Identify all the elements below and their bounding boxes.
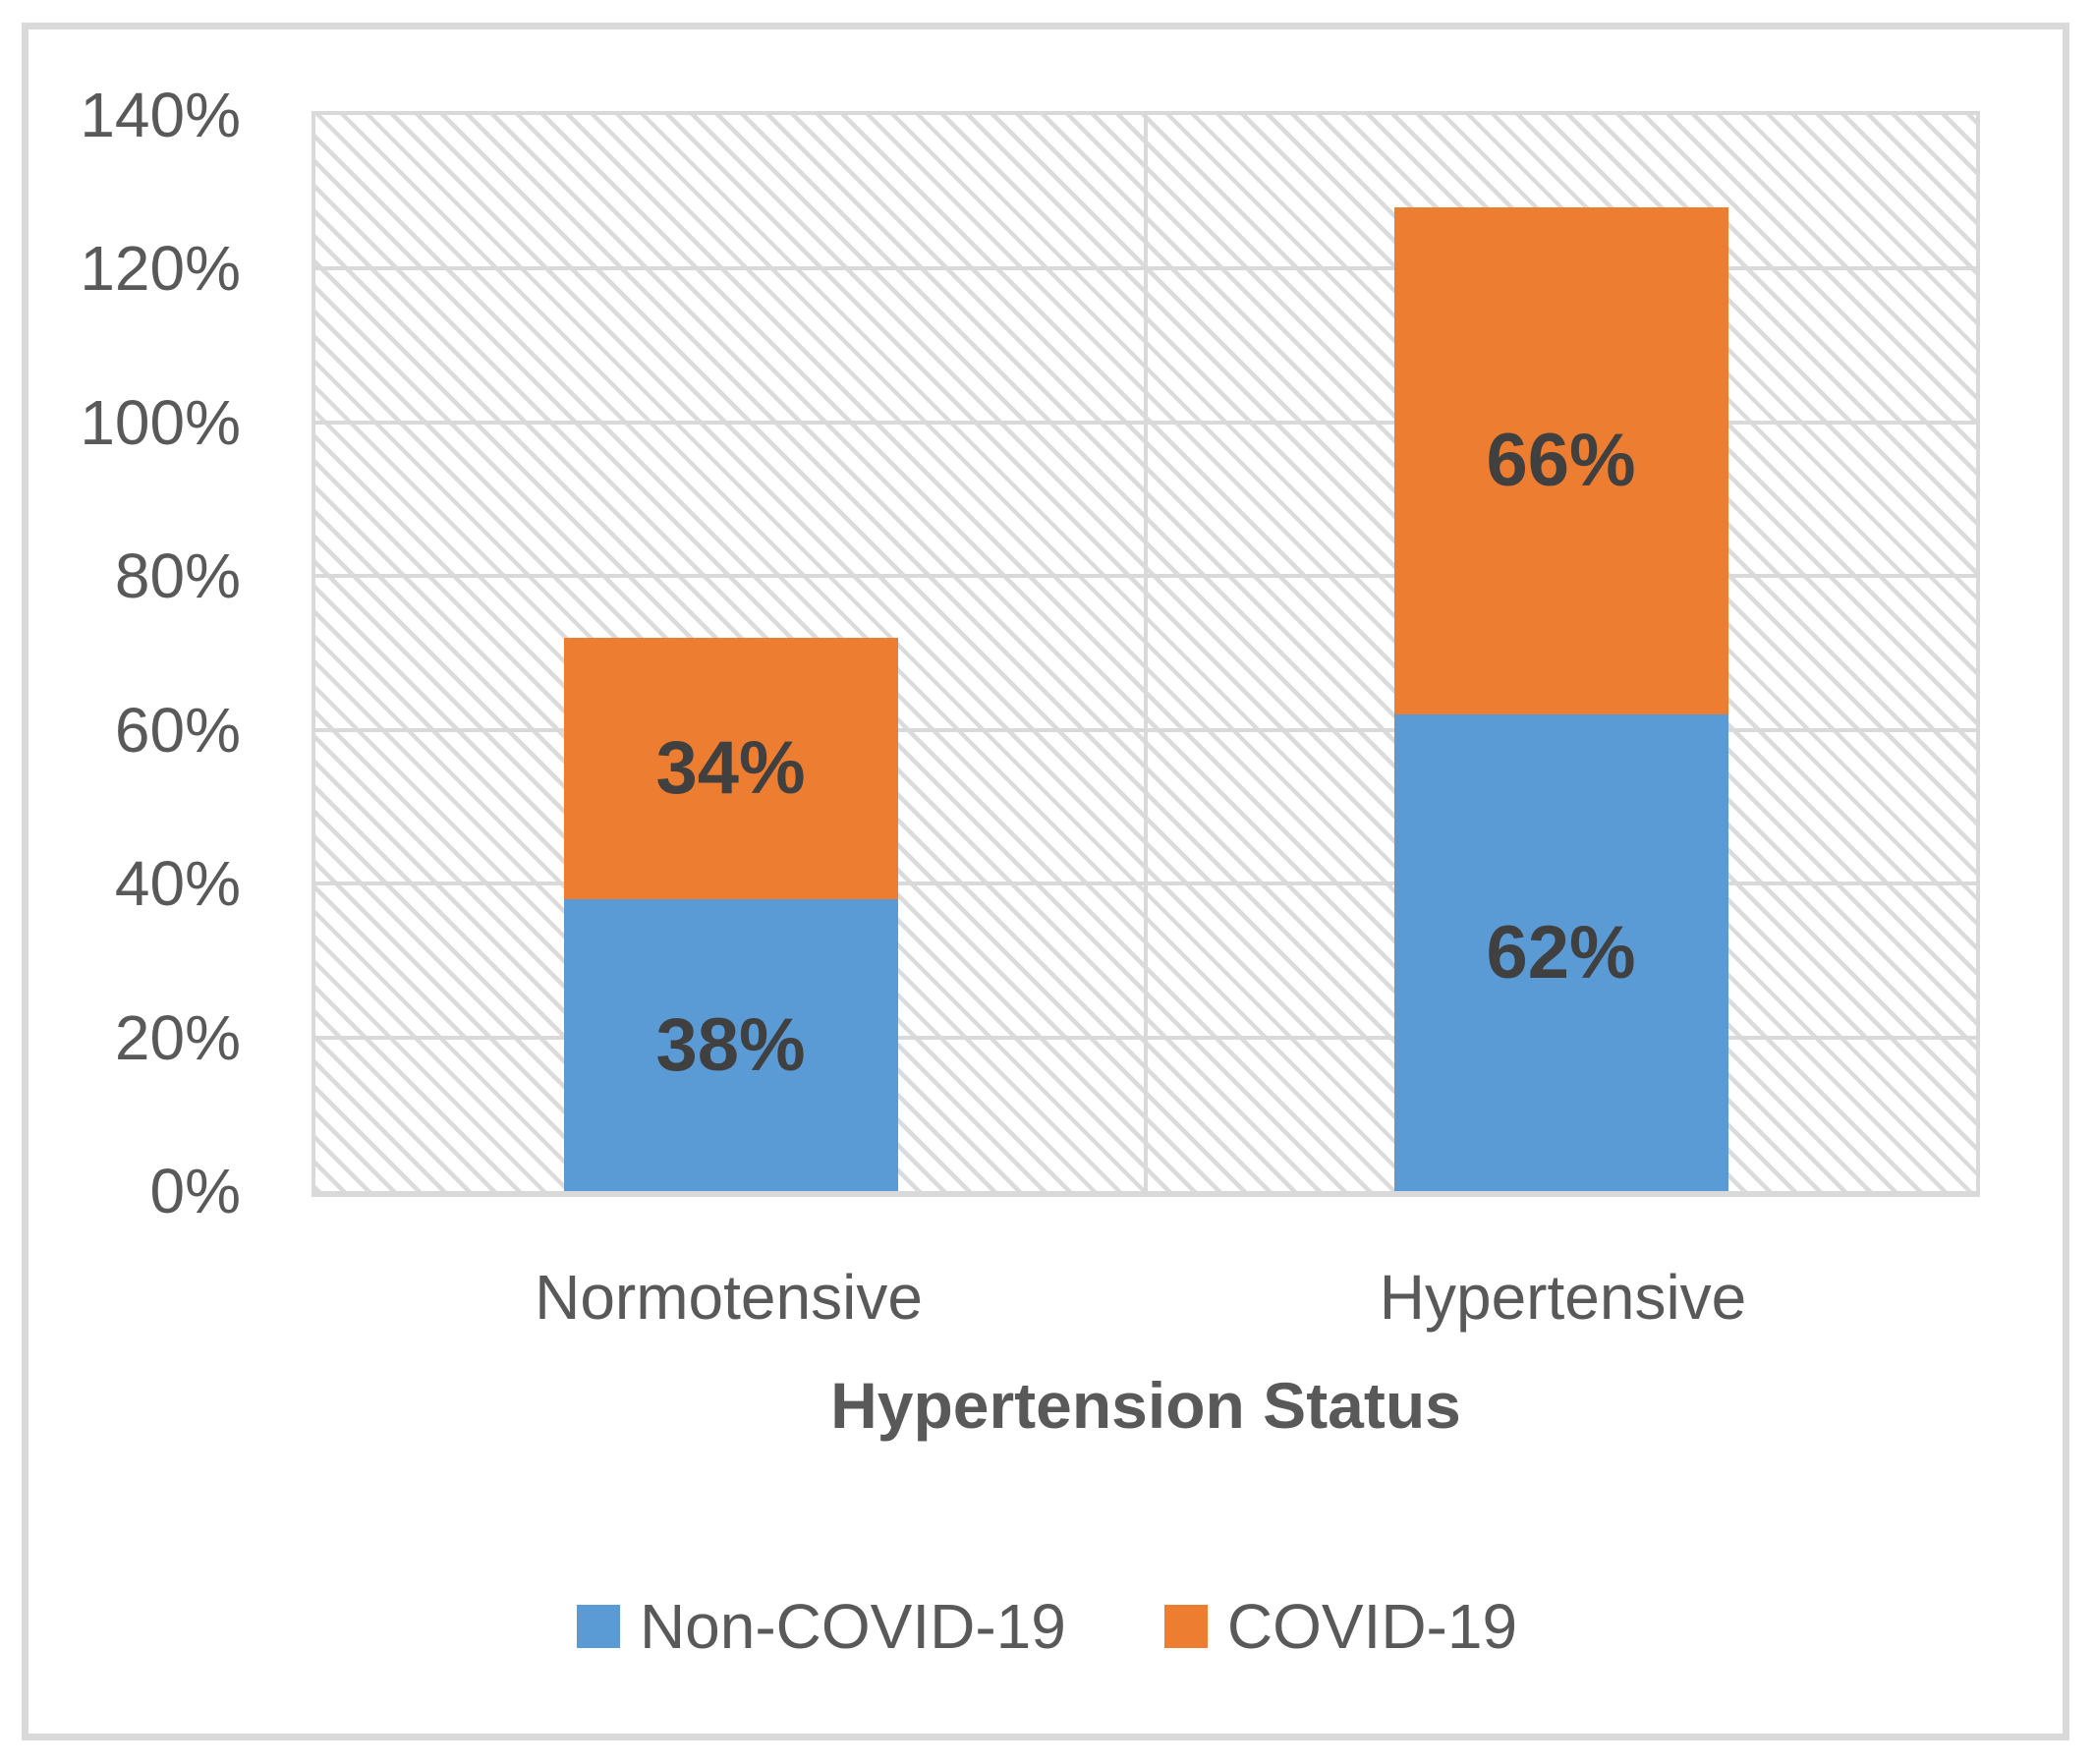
legend-swatch-non-covid-19-icon xyxy=(576,1605,620,1648)
y-axis-tick-label: 0% xyxy=(149,1156,242,1226)
bar-segment-non-covid-19-normotensive: 38% xyxy=(563,898,898,1191)
y-axis-tick-label: 100% xyxy=(80,386,241,458)
bar-segment-covid-19-hypertensive: 66% xyxy=(1393,206,1728,715)
data-label: 34% xyxy=(655,726,806,811)
legend: Non-COVID-19 COVID-19 xyxy=(0,1590,2094,1663)
gridline-vertical xyxy=(1144,115,1148,1191)
y-axis-tick-label: 20% xyxy=(114,1001,241,1073)
x-axis-title: Hypertension Status xyxy=(830,1369,1461,1442)
y-axis-tick-label: 60% xyxy=(114,694,241,766)
x-axis-category-labels: Normotensive Hypertensive xyxy=(311,1261,1980,1334)
y-axis: 0% 20% 40% 60% 80% 100% 120% 140% xyxy=(0,80,241,1226)
category-label-hypertensive: Hypertensive xyxy=(1379,1262,1747,1333)
plot-inner-layer: 34% 38% 66% 62% xyxy=(315,115,1976,1191)
data-label: 66% xyxy=(1486,419,1636,503)
legend-item-covid-19: COVID-19 xyxy=(1163,1590,1518,1663)
stacked-bar-normotensive: 34% 38% xyxy=(563,637,898,1191)
y-axis-tick-label: 40% xyxy=(114,848,241,920)
legend-item-non-covid-19: Non-COVID-19 xyxy=(576,1590,1066,1663)
data-label: 62% xyxy=(1486,911,1636,996)
y-axis-tick-label: 140% xyxy=(80,80,241,150)
data-label: 38% xyxy=(655,1002,806,1087)
y-axis-tick-label: 120% xyxy=(80,233,241,305)
bar-segment-non-covid-19-hypertensive: 62% xyxy=(1393,714,1728,1191)
y-axis-tick-label: 80% xyxy=(114,541,241,612)
plot-area: 34% 38% 66% 62% xyxy=(311,111,1980,1197)
bar-segment-covid-19-normotensive: 34% xyxy=(563,637,898,899)
legend-label-covid-19: COVID-19 xyxy=(1226,1591,1518,1662)
category-label-normotensive: Normotensive xyxy=(535,1262,923,1333)
chart-outer-border xyxy=(22,23,2069,1740)
legend-swatch-covid-19-icon xyxy=(1163,1605,1208,1648)
legend-label-non-covid-19: Non-COVID-19 xyxy=(639,1591,1066,1662)
stacked-bar-hypertensive: 66% 62% xyxy=(1393,206,1728,1191)
